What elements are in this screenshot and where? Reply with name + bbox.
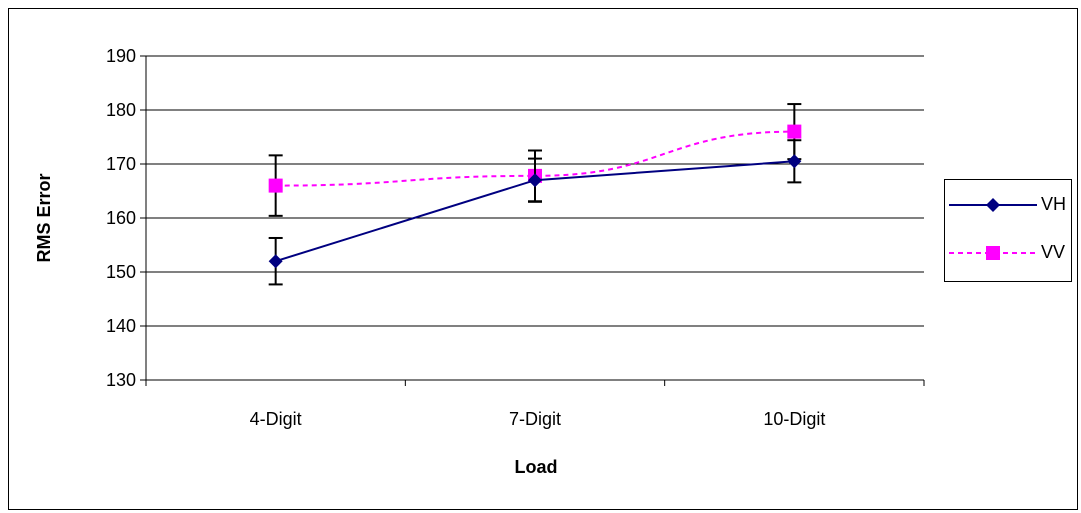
x-tick-labels: 4-Digit 7-Digit 10-Digit bbox=[250, 409, 826, 429]
data-point-vh bbox=[268, 254, 283, 269]
legend-label-vh: VH bbox=[1041, 194, 1067, 214]
legend-item-vv: VV bbox=[945, 240, 1071, 266]
y-tick-labels: 130 140 150 160 170 180 190 bbox=[106, 46, 136, 390]
y-tick-label: 140 bbox=[106, 316, 136, 336]
y-tick-label: 180 bbox=[106, 100, 136, 120]
x-tick-label: 7-Digit bbox=[509, 409, 561, 429]
legend: VH VV bbox=[944, 179, 1072, 282]
legend-swatch-vh bbox=[949, 198, 1037, 212]
x-tick-label: 10-Digit bbox=[763, 409, 825, 429]
y-tick-label: 190 bbox=[106, 46, 136, 66]
y-axis-title: RMS Error bbox=[34, 173, 54, 262]
series bbox=[268, 103, 802, 286]
series-vv bbox=[268, 103, 802, 217]
data-point-vh bbox=[528, 173, 542, 188]
y-tick-label: 160 bbox=[106, 208, 136, 228]
legend-item-vh: VH bbox=[945, 192, 1071, 218]
y-tick-label: 150 bbox=[106, 262, 136, 282]
data-point-vv bbox=[787, 124, 802, 139]
legend-label-vv: VV bbox=[1041, 242, 1066, 262]
legend-swatch-vv bbox=[949, 246, 1037, 260]
data-point-vv bbox=[268, 178, 283, 193]
series-vh bbox=[268, 139, 802, 286]
y-tick-label: 130 bbox=[106, 370, 136, 390]
y-tick-label: 170 bbox=[106, 154, 136, 174]
data-point-vh bbox=[787, 154, 802, 169]
series-line-vv bbox=[275, 130, 795, 187]
chart-frame bbox=[8, 8, 1078, 510]
axes bbox=[140, 55, 925, 386]
x-axis-title: Load bbox=[515, 457, 558, 477]
x-tick-label: 4-Digit bbox=[250, 409, 302, 429]
